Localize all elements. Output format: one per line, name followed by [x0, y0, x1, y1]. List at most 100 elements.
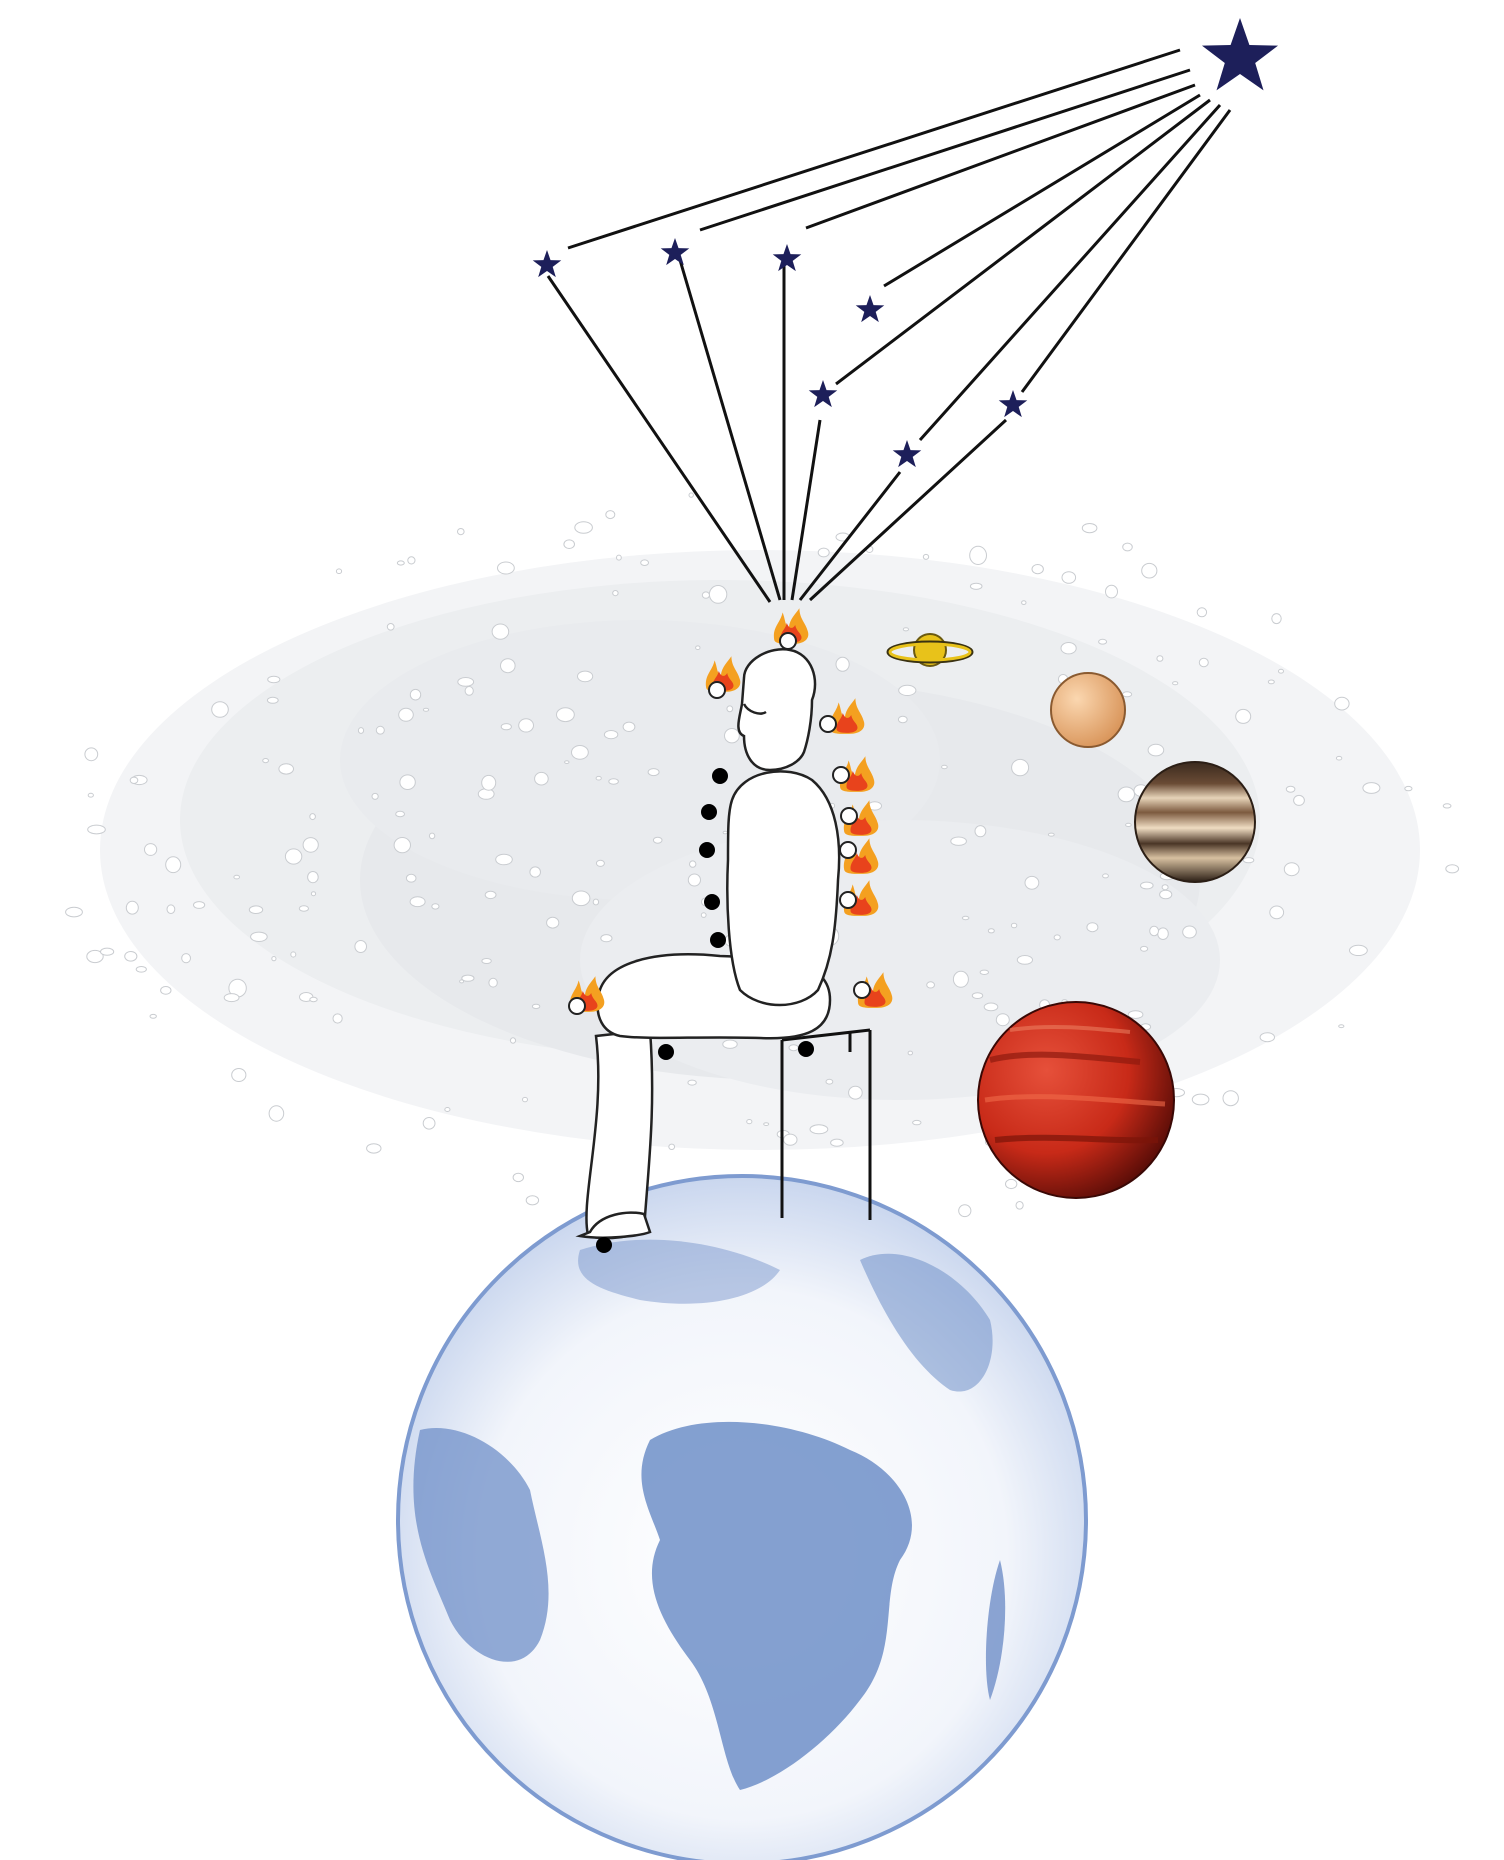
cloud-speck	[393, 837, 411, 854]
cloud-speck	[1182, 925, 1197, 939]
cloud-speck	[556, 707, 575, 723]
cloud-speck	[902, 627, 910, 632]
cloud-speck	[1010, 922, 1018, 929]
cloud-speck	[603, 730, 619, 740]
cloud-speck	[695, 645, 701, 651]
filled-point	[798, 1041, 814, 1057]
earth-globe-icon	[396, 1174, 1088, 1860]
cloud-speck	[1047, 832, 1055, 837]
cloud-speck	[647, 768, 660, 777]
cloud-speck	[268, 1105, 285, 1122]
cloud-speck	[398, 707, 414, 722]
cloud-speck	[165, 856, 182, 874]
saturn-icon	[886, 633, 974, 667]
cloud-speck	[481, 958, 492, 964]
cloud-speck	[335, 568, 343, 575]
cloud-speck	[722, 830, 728, 835]
cloud-speck	[1127, 1010, 1144, 1019]
cloud-speck	[500, 658, 516, 674]
cloud-speck	[701, 591, 711, 599]
cloud-speck	[1259, 1032, 1276, 1043]
cloud-speck	[605, 510, 616, 520]
cloud-speck	[788, 1044, 799, 1052]
cloud-speck	[969, 545, 987, 566]
cloud-speck	[298, 905, 309, 912]
open-point	[819, 715, 837, 733]
open-point	[568, 997, 586, 1015]
cloud-speck	[571, 745, 589, 760]
cloud-speck	[144, 843, 158, 856]
filled-point	[699, 842, 715, 858]
open-point	[839, 841, 857, 859]
cloud-speck	[825, 1078, 834, 1085]
cloud-speck	[961, 915, 970, 921]
cloud-speck	[495, 853, 513, 866]
cloud-speck	[332, 1013, 343, 1024]
cloud-speck	[1156, 655, 1164, 662]
cloud-speck	[278, 763, 295, 775]
cloud-speck	[1125, 822, 1132, 828]
cloud-speck	[444, 1107, 451, 1112]
cloud-speck	[1117, 786, 1136, 803]
cloud-speck	[65, 906, 83, 918]
cloud-speck	[592, 898, 600, 906]
cloud-speck	[309, 813, 316, 821]
cloud-speck	[1140, 945, 1149, 952]
cloud-speck	[534, 771, 549, 786]
cloud-speck	[1005, 1178, 1018, 1190]
filled-point	[658, 1044, 674, 1060]
open-point	[779, 632, 797, 650]
cloud-speck	[223, 993, 240, 1003]
cloud-speck	[1161, 884, 1169, 891]
cloud-speck	[366, 1143, 382, 1154]
seated-figure-icon	[575, 648, 841, 1240]
cloud-speck	[271, 956, 277, 962]
cloud-speck	[1016, 955, 1034, 965]
cloud-speck	[1445, 864, 1460, 874]
cloud-speck	[546, 916, 560, 929]
cloud-speck	[1060, 642, 1077, 655]
cloud-speck	[687, 1079, 697, 1086]
cloud-speck	[129, 776, 139, 784]
cloud-speck	[160, 986, 172, 995]
cloud-speck	[574, 521, 593, 534]
cloud-speck	[969, 582, 983, 590]
cloud-speck	[1242, 857, 1255, 864]
open-point	[839, 891, 857, 909]
cloud-speck	[309, 996, 318, 1003]
cloud-speck	[1269, 905, 1285, 920]
cloud-speck	[1149, 925, 1159, 937]
cloud-speck	[166, 904, 176, 915]
cloud-speck	[941, 764, 948, 770]
cloud-speck	[1334, 696, 1350, 711]
cloud-speck	[428, 832, 436, 840]
cloud-speck	[1271, 613, 1282, 625]
cloud-speck	[386, 623, 395, 631]
cloud-speck	[1061, 571, 1077, 584]
cloud-speck	[1011, 758, 1030, 777]
cloud-speck	[1053, 934, 1061, 941]
filled-point	[704, 894, 720, 910]
cloud-speck	[724, 728, 740, 744]
cloud-speck	[509, 1037, 517, 1044]
cloud-speck	[595, 859, 605, 867]
cloud-speck	[518, 718, 534, 733]
cloud-speck	[983, 1002, 999, 1012]
cloud-speck	[687, 873, 702, 887]
cloud-speck	[211, 701, 229, 718]
cloud-speck	[897, 715, 908, 724]
cloud-speck	[974, 825, 987, 838]
cloud-speck	[250, 931, 268, 942]
cloud-speck	[688, 492, 694, 498]
cloud-speck	[477, 788, 495, 800]
cloud-speck	[1102, 873, 1109, 879]
cloud-speck	[497, 561, 515, 575]
cloud-speck	[431, 903, 440, 910]
cloud-speck	[1285, 785, 1296, 793]
cloud-speck	[1140, 881, 1154, 890]
cloud-speck	[1141, 562, 1158, 579]
cloud-speck	[357, 727, 365, 734]
cloud-speck	[1122, 542, 1133, 552]
cloud-speck	[700, 912, 707, 918]
cloud-speck	[512, 1172, 524, 1183]
